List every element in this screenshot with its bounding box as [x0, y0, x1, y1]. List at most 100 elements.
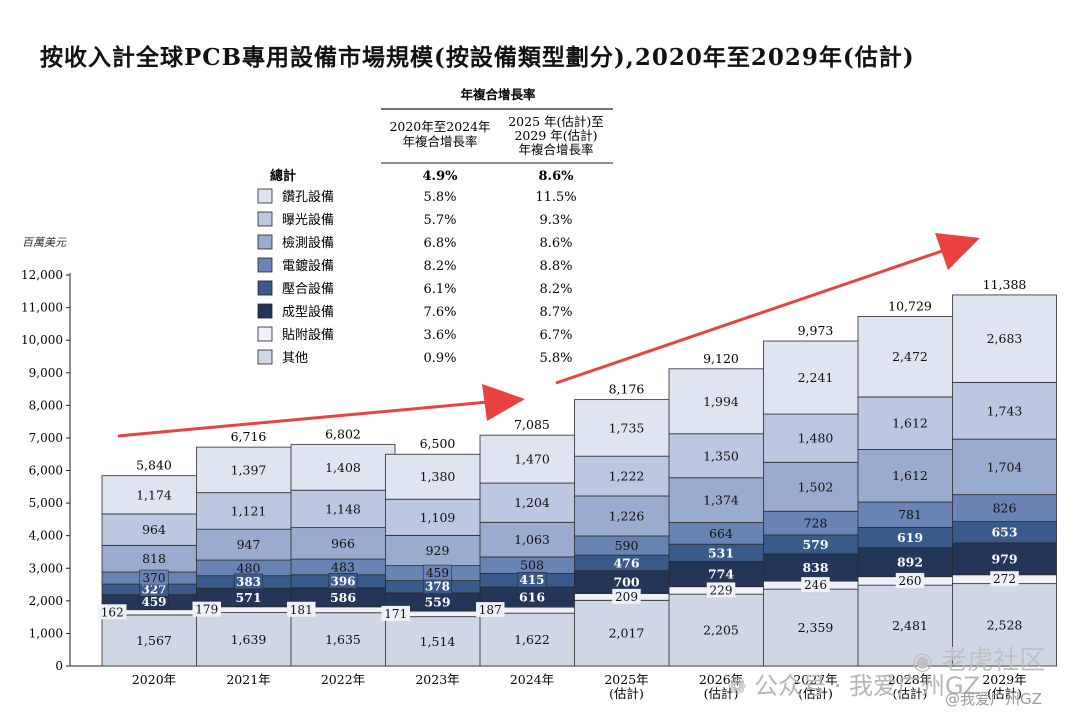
- bar-value-label: 586: [330, 590, 356, 605]
- bar-segment: [668, 433, 774, 479]
- bar-value-label: 508: [520, 558, 544, 573]
- bar-value-badge: [706, 582, 736, 598]
- bar-segment: [574, 399, 679, 457]
- bar-value-badge: [895, 572, 925, 588]
- chart-title: 按收入計全球PCB專用設備市場規模(按設備類型劃分),2020年至2029年(估…: [40, 44, 915, 71]
- bar-value-label: 1,704: [987, 459, 1023, 474]
- bar-segment: [763, 340, 868, 415]
- bar-value-label: 272: [993, 572, 1016, 586]
- legend-cagr-2020-2024: 6.1%: [423, 282, 456, 297]
- bar-value-label: 209: [615, 590, 638, 604]
- bar-segment: [574, 495, 679, 537]
- bar-value-badge: [233, 573, 264, 590]
- bar-value-label: 1,174: [136, 487, 172, 502]
- bar-value-label: 818: [142, 551, 166, 566]
- x-tick-label: (估計): [987, 686, 1022, 701]
- legend-cagr-2025-2029: 5.8%: [539, 351, 572, 366]
- legend-cagr-2025-2029: 8.8%: [539, 259, 572, 274]
- bar-value-label: 964: [142, 522, 166, 537]
- bar-value-label: 728: [804, 516, 828, 531]
- y-tick-label: 8,000: [29, 398, 63, 412]
- bar-value-label: 1,743: [987, 403, 1023, 418]
- legend-cagr-2025-2029: 11.5%: [535, 190, 576, 205]
- bar-value-label: 327: [141, 582, 166, 596]
- bar-value-label: 480: [237, 560, 261, 575]
- bar-value-badge: [381, 605, 410, 621]
- bar-segment: [101, 513, 207, 546]
- bar-value-badge: [801, 577, 830, 593]
- bar-total-label: 11,388: [983, 277, 1027, 292]
- cagr-total-label: 總計: [270, 168, 296, 184]
- watermark-text-2: 老虎社区: [941, 646, 1046, 676]
- bar-value-label: 476: [613, 555, 639, 570]
- wechat-icon: ❁: [728, 675, 747, 700]
- trend-arrow-head-2: [935, 233, 980, 270]
- bar-value-label: 590: [615, 538, 639, 553]
- bar-value-label: 2,472: [892, 349, 928, 364]
- bar-value-label: 653: [991, 525, 1017, 540]
- y-tick-label: 0: [55, 659, 63, 673]
- bar-value-label: 559: [424, 594, 450, 609]
- bar-value-label: 1,204: [514, 495, 550, 510]
- y-tick-label: 9,000: [29, 366, 63, 380]
- bar-value-label: 1,994: [703, 394, 739, 409]
- watermark-tiger: ◉ 老虎社区: [912, 640, 1045, 677]
- cagr-total-2020-2024: 4.9%: [423, 169, 459, 184]
- x-tick-label: 2027年: [793, 672, 837, 687]
- legend-swatch: [257, 326, 273, 342]
- bar-value-label: 966: [331, 536, 355, 551]
- y-tick-label: 4,000: [29, 529, 63, 543]
- watermark-handle: @我爱广州GZ: [945, 690, 1042, 708]
- cagr-group-header: 年複合增長率: [460, 87, 536, 102]
- bar-value-label: 1,635: [325, 632, 361, 647]
- legend-swatch: [257, 349, 273, 365]
- bar-value-label: 700: [613, 575, 639, 590]
- bar-value-label: 260: [899, 574, 922, 588]
- bar-value-badge: [98, 604, 127, 620]
- bar-segment: [857, 547, 963, 578]
- legend-cagr-2025-2029: 8.2%: [539, 282, 572, 297]
- legend-label: 鑽孔設備: [282, 189, 334, 205]
- legend-label: 電鍍設備: [282, 258, 334, 274]
- bar-total-label: 6,500: [420, 436, 456, 451]
- legend-swatch: [257, 234, 273, 250]
- y-tick-label: 5,000: [29, 496, 63, 510]
- bar-value-label: 229: [710, 583, 733, 597]
- bar-value-label: 396: [330, 574, 355, 588]
- bar-value-label: 1,735: [609, 420, 645, 435]
- cagr-col2-header: 2025 年(估計)至: [508, 114, 604, 129]
- bar-value-label: 1,622: [514, 632, 550, 647]
- bar-segment: [290, 489, 396, 529]
- legend-cagr-2025-2029: 9.3%: [539, 213, 572, 228]
- legend-swatch: [257, 303, 273, 319]
- trend-arrow-line-2: [555, 248, 946, 385]
- y-tick-label: 6,000: [29, 464, 63, 478]
- bar-value-badge: [476, 602, 505, 618]
- y-tick-label: 3,000: [29, 561, 63, 575]
- bar-value-label: 1,639: [231, 632, 267, 647]
- legend-cagr-2020-2024: 5.7%: [423, 213, 456, 228]
- watermark-text-1: 公众号 · 我爱广州GZ: [754, 672, 981, 700]
- bar-total-label: 5,840: [136, 458, 172, 473]
- bar-segment: [952, 583, 1057, 667]
- x-tick-label: (估計): [798, 686, 833, 701]
- x-tick-label: 2025年: [604, 672, 648, 687]
- legend-cagr-2020-2024: 0.9%: [423, 351, 456, 366]
- bar-value-badge: [517, 571, 547, 588]
- legend-cagr-2020-2024: 7.6%: [423, 305, 456, 320]
- bar-value-label: 459: [426, 566, 449, 580]
- bar-value-label: 1,397: [231, 462, 267, 477]
- bar-value-label: 616: [519, 590, 545, 605]
- bar-total-label: 7,085: [514, 417, 550, 432]
- legend-swatch: [257, 257, 273, 273]
- bar-value-label: 2,481: [892, 618, 928, 633]
- bar-total-label: 9,973: [798, 323, 834, 338]
- legend-swatch: [257, 280, 273, 296]
- y-tick-label: 2,000: [29, 594, 63, 608]
- bar-total-label: 6,716: [231, 429, 267, 444]
- bar-value-label: 1,502: [798, 479, 834, 494]
- bar-value-label: 1,148: [325, 501, 361, 516]
- bar-segment: [763, 461, 868, 512]
- bar-value-label: 2,017: [609, 626, 645, 641]
